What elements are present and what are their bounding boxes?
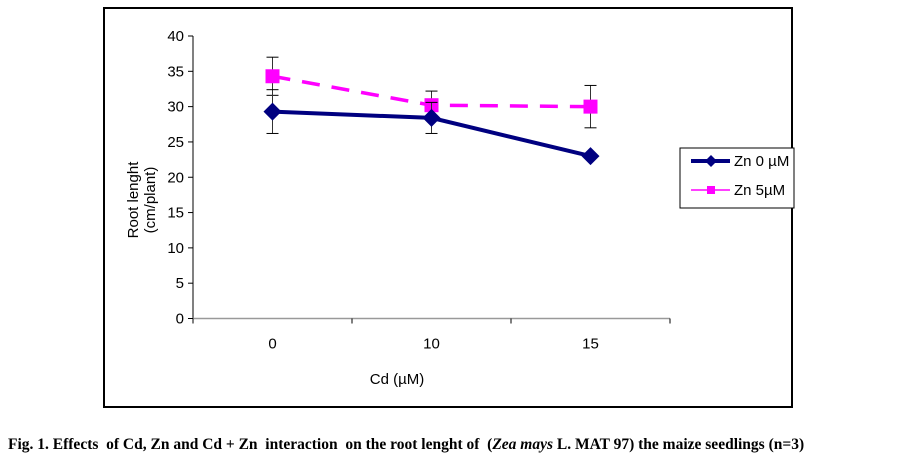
legend-marker-square-icon	[707, 186, 715, 194]
y-tick-labels: 0 5 10 15 20 25 30 35 40	[167, 28, 184, 328]
y-tick-label: 0	[176, 311, 184, 328]
y-tick-label: 15	[167, 205, 184, 222]
data-point-diamond	[263, 102, 282, 121]
y-tick-label: 40	[167, 28, 184, 45]
data-point-diamond	[422, 108, 441, 127]
legend: Zn 0 µM Zn 5µM	[679, 147, 795, 209]
x-tick-label: 15	[582, 336, 599, 353]
legend-box	[679, 147, 795, 209]
x-axis-label: Cd (µM)	[370, 371, 424, 388]
x-tick-labels: 0 10 15	[268, 336, 599, 353]
series-zn-0	[263, 89, 600, 166]
y-tick-label: 5	[176, 275, 184, 292]
axes	[188, 35, 671, 324]
y-tick-label: 20	[167, 169, 184, 186]
y-tick-label: 30	[167, 99, 184, 116]
x-tick-label: 0	[268, 336, 276, 353]
caption-prefix: Fig. 1. Effects of Cd, Zn and Cd + Zn in…	[8, 436, 493, 453]
y-tick-label: 35	[167, 63, 184, 80]
y-tick-label: 25	[167, 134, 184, 151]
y-axis-label-line2: (cm/plant)	[142, 167, 159, 234]
series-layer	[263, 56, 600, 166]
data-point-square	[583, 99, 598, 114]
legend-marker-diamond-icon	[705, 155, 717, 167]
data-point-square	[265, 69, 280, 84]
legend-label-zn0: Zn 0 µM	[734, 153, 789, 170]
y-axis-label-line1: Root lenght	[125, 161, 142, 239]
chart-frame	[103, 7, 793, 408]
x-tick-label: 10	[423, 336, 440, 353]
caption-suffix: L. MAT 97) the maize seedlings (n=3)	[553, 436, 805, 453]
caption-species: Zea mays	[492, 436, 554, 453]
y-tick-label: 10	[167, 240, 184, 257]
data-point-diamond	[581, 147, 600, 166]
y-axis-label: Root lenght (cm/plant)	[125, 161, 159, 239]
figure-caption: Fig. 1. Effects of Cd, Zn and Cd + Zn in…	[8, 436, 907, 454]
legend-label-zn5: Zn 5µM	[734, 182, 785, 199]
